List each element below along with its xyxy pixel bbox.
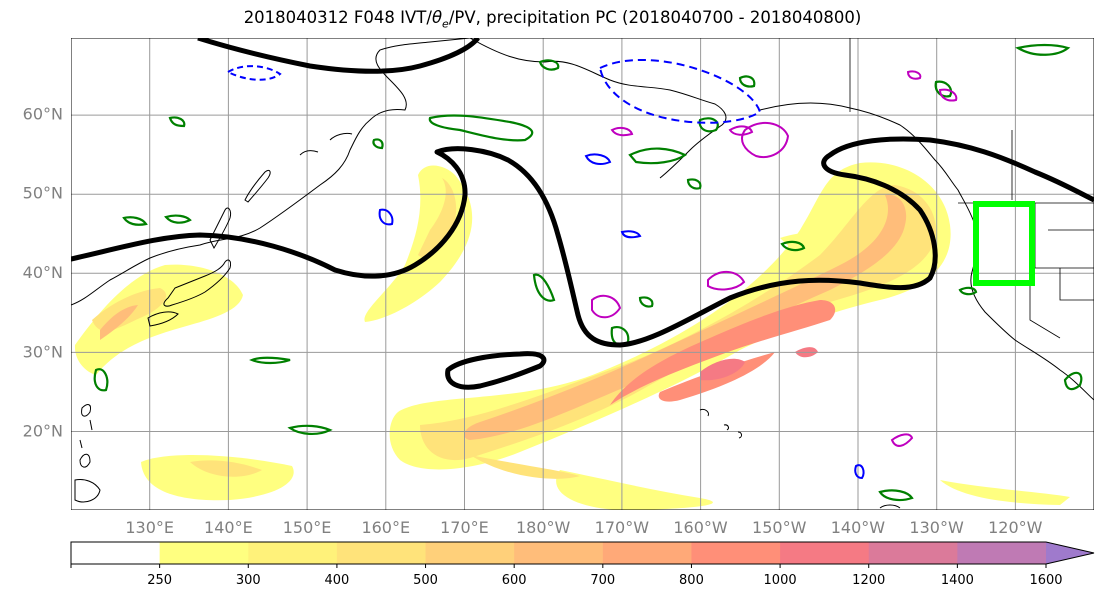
gridlines	[71, 38, 1094, 510]
precip-pc-positive-contours	[93, 43, 1083, 502]
longitude-label: 160°E	[361, 518, 410, 537]
longitude-label: 180°W	[516, 518, 571, 537]
colorbar-tick-label: 1600	[1029, 573, 1062, 588]
longitude-label: 120°W	[988, 518, 1043, 537]
latitude-label: 40°N	[23, 263, 63, 282]
colorbar-tick-label: 600	[502, 573, 527, 588]
latitude-label: 20°N	[23, 422, 63, 441]
latitude-label: 30°N	[23, 342, 63, 361]
colorbar-tick-label: 300	[236, 573, 261, 588]
colorbar-segment	[691, 542, 781, 564]
colorbar-tick-label: 400	[324, 573, 349, 588]
theta-e-contours	[591, 70, 958, 447]
colorbar-tick-label: 1000	[764, 573, 797, 588]
colorbar-tick-label: 700	[590, 573, 615, 588]
colorbar-segment	[248, 542, 338, 564]
colorbar-tick-label: 1200	[852, 573, 885, 588]
colorbar-segment	[336, 542, 427, 564]
map-title: 2018040312 F048 IVT/θe/PV, precipitation…	[243, 8, 862, 31]
precip-pc-negative-contours	[225, 58, 865, 480]
longitude-label: 160°W	[673, 518, 728, 537]
latitude-labels: 20°N 30°N 40°N 50°N 60°N	[23, 104, 63, 440]
colorbar-tick-label: 800	[679, 573, 704, 588]
latitude-label: 60°N	[23, 104, 63, 123]
colorbar: 250 300 400 500 600 700 800 1000 1200 1400 1600	[70, 541, 1095, 588]
pv-contours	[71, 38, 1094, 390]
coastlines	[71, 38, 1094, 509]
latitude-label: 50°N	[23, 184, 63, 203]
colorbar-segment	[957, 542, 1047, 564]
longitude-label: 140°E	[204, 518, 253, 537]
longitude-label: 170°E	[440, 518, 489, 537]
longitude-label: 130°W	[909, 518, 964, 537]
colorbar-extend-arrow	[1046, 542, 1094, 564]
longitude-label: 150°E	[283, 518, 332, 537]
longitude-label: 170°W	[595, 518, 650, 537]
longitude-label: 140°W	[831, 518, 886, 537]
region-highlight-box	[973, 201, 1035, 286]
colorbar-segment	[425, 542, 515, 564]
colorbar-segment	[514, 542, 604, 564]
longitude-label: 150°W	[752, 518, 807, 537]
longitude-labels: 130°E 140°E 150°E 160°E 170°E 180°W 170°W 160°W…	[125, 518, 1042, 537]
colorbar-segment	[71, 542, 161, 564]
colorbar-outline	[70, 541, 1095, 565]
colorbar-segment	[868, 542, 958, 564]
colorbar-segment	[159, 542, 249, 564]
colorbar-tick-label: 1400	[941, 573, 974, 588]
colorbar-tick-label: 250	[147, 573, 172, 588]
longitude-label: 130°E	[125, 518, 174, 537]
colorbar-segment	[602, 542, 692, 564]
colorbar-tick-label: 500	[413, 573, 438, 588]
colorbar-segment	[780, 542, 870, 564]
